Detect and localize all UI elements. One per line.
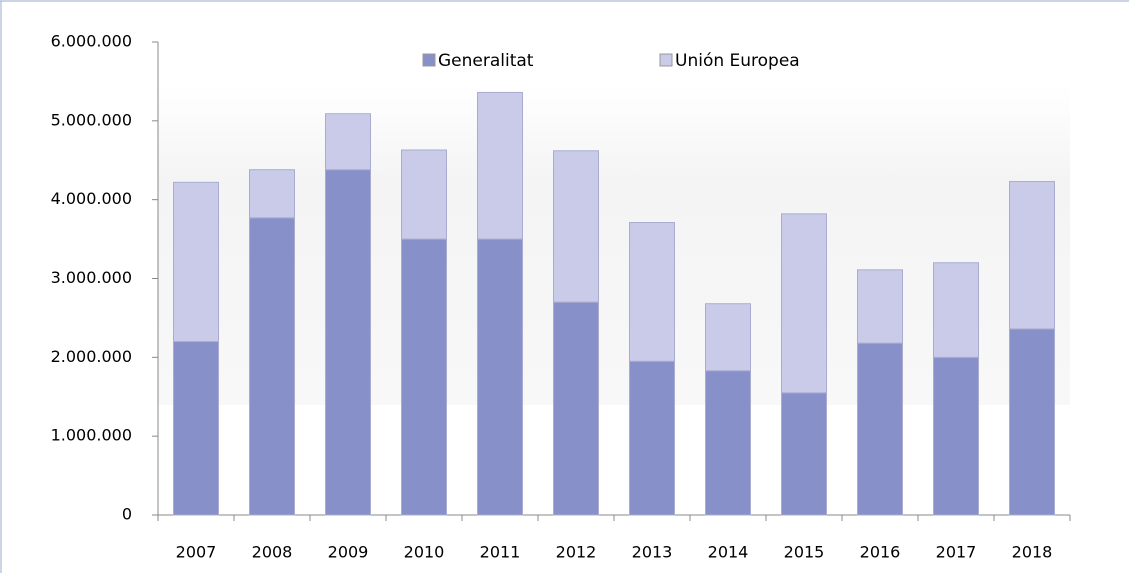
y-tick-label: 0 <box>122 505 132 524</box>
bar-segment <box>477 91 523 240</box>
bar-segment <box>781 392 827 516</box>
y-tick-label: 1.000.000 <box>51 426 132 445</box>
bar-segment <box>705 303 751 372</box>
legend-swatch <box>659 53 673 67</box>
bar-segment <box>629 360 675 516</box>
y-tick-label: 3.000.000 <box>51 268 132 287</box>
bar-segment <box>401 238 447 516</box>
bar-segment <box>173 181 219 343</box>
x-tick-label: 2016 <box>860 543 901 562</box>
bar-segment <box>477 238 523 516</box>
x-tick-label: 2013 <box>632 543 673 562</box>
bar-segment <box>857 269 903 344</box>
x-tick-label: 2012 <box>556 543 597 562</box>
bar-segment <box>325 169 371 516</box>
bar-segment <box>401 149 447 240</box>
y-tick-label: 5.000.000 <box>51 110 132 129</box>
bar-segment <box>933 262 979 358</box>
bar-segment <box>1009 328 1055 516</box>
bar-segment <box>1009 181 1055 330</box>
y-tick-label: 4.000.000 <box>51 189 132 208</box>
x-tick-label: 2014 <box>708 543 749 562</box>
bar-segment <box>857 342 903 516</box>
bar-segment <box>173 341 219 516</box>
bar-segment <box>325 113 371 171</box>
legend-swatch <box>422 53 436 67</box>
legend-label: Unión Europea <box>675 51 800 71</box>
x-tick-label: 2009 <box>328 543 369 562</box>
x-tick-label: 2007 <box>176 543 217 562</box>
bar-segment <box>629 222 675 362</box>
bar-segment <box>705 370 751 516</box>
bar-segment <box>553 150 599 303</box>
bar-segment <box>933 356 979 516</box>
x-tick-label: 2008 <box>252 543 293 562</box>
y-tick-label: 2.000.000 <box>51 347 132 366</box>
x-tick-label: 2015 <box>784 543 825 562</box>
legend-label: Generalitat <box>438 51 534 71</box>
bar-segment <box>781 213 827 394</box>
bar-segment <box>249 169 295 219</box>
x-tick-label: 2018 <box>1012 543 1053 562</box>
x-tick-label: 2011 <box>480 543 521 562</box>
y-tick-label: 6.000.000 <box>51 32 132 51</box>
x-tick-label: 2010 <box>404 543 445 562</box>
bar-segment <box>249 217 295 516</box>
x-tick-label: 2017 <box>936 543 977 562</box>
plot-background <box>158 85 1070 405</box>
bar-segment <box>553 301 599 516</box>
